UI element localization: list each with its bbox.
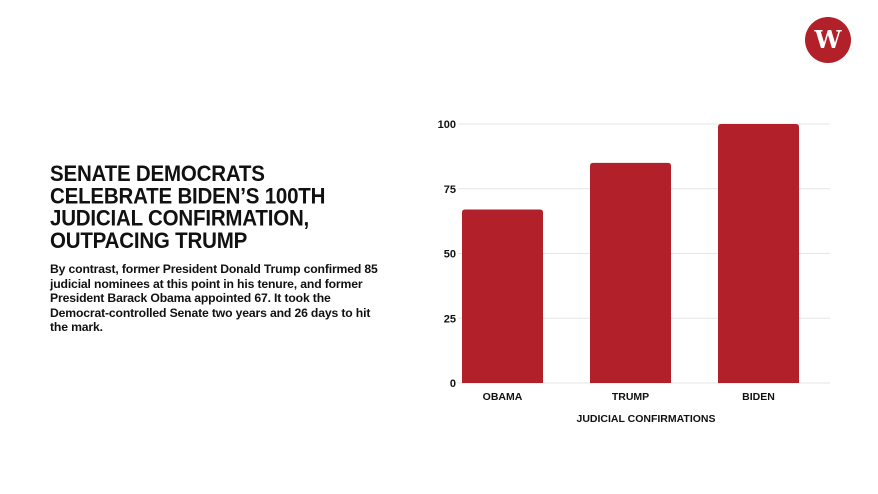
chart-bars [462,124,799,383]
x-category-label: TRUMP [612,391,649,403]
x-axis-categories: OBAMA TRUMP BIDEN [483,391,775,403]
y-tick-label: 75 [444,184,456,196]
bar-trump [590,162,671,383]
x-axis-title: JUDICIAL CONFIRMATIONS [576,413,715,425]
headline: SENATE DEMOCRATS CELEBRATE BIDEN’S 100TH… [50,161,326,254]
bar-chart: 0 25 50 75 100 OBAMA TRUMP BIDEN JUDICIAL CONF… [438,119,830,425]
bar-obama [462,209,543,383]
y-tick-label: 0 [450,378,456,390]
y-tick-label: 50 [444,249,456,261]
logo-letter: W [814,25,843,54]
y-axis-ticks: 0 25 50 75 100 [438,119,456,390]
x-category-label: OBAMA [483,391,523,403]
washington-examiner-w-logo-icon: W [814,25,843,54]
y-tick-label: 25 [444,313,456,325]
x-category-label: BIDEN [742,391,775,403]
article-summary: By contrast, former President Donald Tru… [50,262,378,335]
brand-logo[interactable]: W [805,17,851,63]
bar-biden [718,124,799,383]
y-tick-label: 100 [438,119,456,131]
